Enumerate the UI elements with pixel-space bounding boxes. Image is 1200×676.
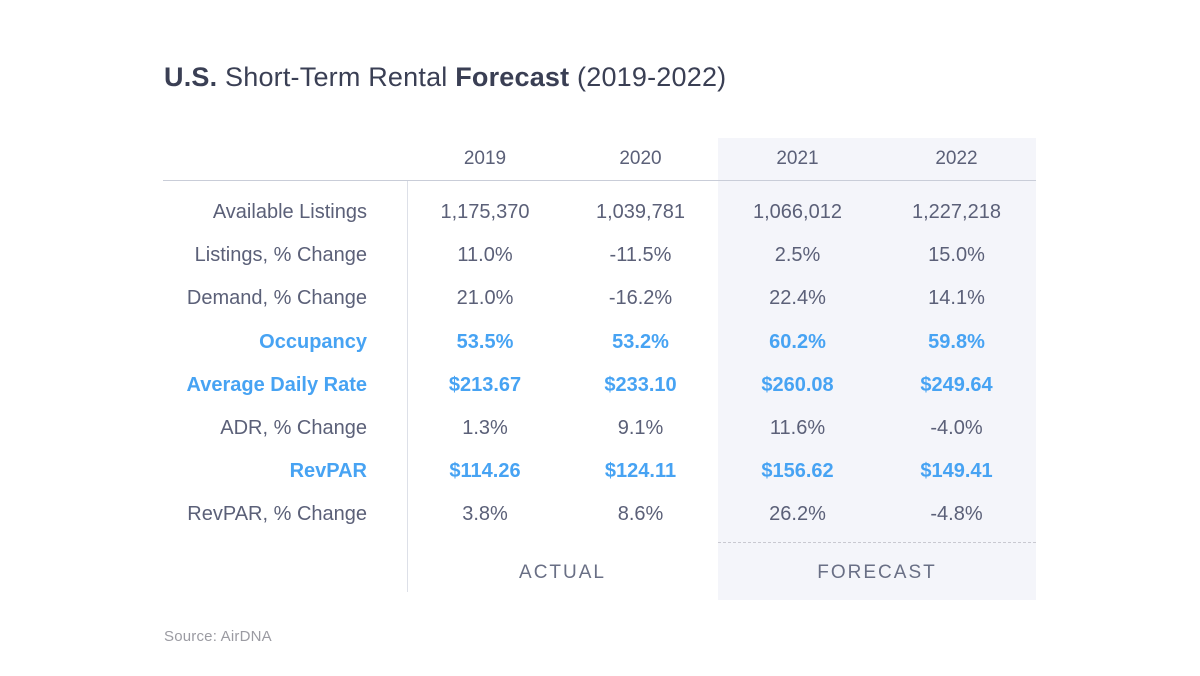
cell-value: $260.08 bbox=[761, 373, 834, 396]
actual-group-label: ACTUAL bbox=[519, 561, 606, 583]
table-row: Demand, % Change 21.0% -16.2% 22.4% 14.1… bbox=[163, 277, 1036, 320]
column-group-footer: ACTUAL FORECAST bbox=[163, 537, 1036, 600]
year-header-2020: 2020 bbox=[619, 148, 662, 169]
cell-value: 1,066,012 bbox=[753, 201, 842, 224]
table-row-emphasized: Occupancy 53.5% 53.2% 60.2% 59.8% bbox=[163, 321, 1036, 364]
row-label: Listings, % Change bbox=[194, 244, 367, 267]
forecast-dashed-divider-line bbox=[718, 542, 1036, 543]
cell-value: 22.4% bbox=[769, 287, 826, 310]
table-row-emphasized: RevPAR $114.26 $124.11 $156.62 $149.41 bbox=[163, 450, 1036, 493]
cell-value: 60.2% bbox=[769, 330, 826, 353]
page-title: U.S. Short-Term Rental Forecast (2019-20… bbox=[164, 62, 726, 93]
header-divider-line bbox=[163, 180, 1036, 181]
cell-value: 1,227,218 bbox=[912, 201, 1001, 224]
cell-value: $233.10 bbox=[604, 373, 677, 396]
cell-value: -4.0% bbox=[930, 417, 983, 440]
cell-value: 2.5% bbox=[774, 244, 821, 267]
cell-value: 59.8% bbox=[928, 330, 985, 353]
cell-value: 1,175,370 bbox=[440, 201, 530, 224]
table-row: Listings, % Change 11.0% -11.5% 2.5% 15.… bbox=[163, 234, 1036, 277]
row-label: Available Listings bbox=[212, 201, 367, 224]
forecast-group-label: FORECAST bbox=[817, 561, 937, 583]
year-header-2019: 2019 bbox=[463, 148, 507, 169]
table-row: RevPAR, % Change 3.8% 8.6% 26.2% -4.8% bbox=[163, 493, 1036, 536]
cell-value: 1.3% bbox=[462, 417, 508, 440]
row-label: Demand, % Change bbox=[186, 287, 367, 310]
cell-value: 8.6% bbox=[617, 503, 664, 526]
cell-value: -11.5% bbox=[609, 244, 672, 267]
forecast-panel-background bbox=[718, 138, 1036, 600]
cell-value: 26.2% bbox=[769, 503, 826, 526]
year-header-2021: 2021 bbox=[776, 148, 819, 169]
cell-value: 11.6% bbox=[769, 417, 826, 440]
row-label: RevPAR bbox=[289, 460, 367, 483]
cell-value: 3.8% bbox=[462, 503, 508, 526]
cell-value: 15.0% bbox=[928, 244, 985, 267]
table-row: ADR, % Change 1.3% 9.1% 11.6% -4.0% bbox=[163, 407, 1036, 450]
cell-value: $124.11 bbox=[604, 460, 677, 483]
title-us: U.S. bbox=[164, 62, 218, 92]
cell-value: 14.1% bbox=[928, 287, 985, 310]
title-years: (2019-2022) bbox=[569, 62, 727, 92]
title-forecast: Forecast bbox=[455, 62, 570, 92]
cell-value: $156.62 bbox=[761, 460, 834, 483]
cell-value: -4.8% bbox=[930, 503, 983, 526]
label-column-divider-line bbox=[407, 181, 408, 592]
cell-value: $114.26 bbox=[449, 460, 521, 483]
year-header-row: 2019 2020 2021 2022 bbox=[163, 138, 1036, 180]
table-body: Available Listings 1,175,370 1,039,781 1… bbox=[163, 191, 1036, 537]
cell-value: 53.2% bbox=[612, 330, 669, 353]
title-middle: Short-Term Rental bbox=[217, 62, 456, 92]
row-label: Occupancy bbox=[259, 330, 367, 353]
cell-value: $249.64 bbox=[920, 373, 993, 396]
row-label: ADR, % Change bbox=[220, 417, 367, 440]
row-label: RevPAR, % Change bbox=[187, 503, 367, 526]
cell-value: $149.41 bbox=[920, 460, 993, 483]
year-header-2022: 2022 bbox=[935, 148, 978, 169]
cell-value: $213.67 bbox=[448, 373, 522, 396]
cell-value: 1,039,781 bbox=[596, 201, 685, 224]
cell-value: 11.0% bbox=[457, 244, 513, 267]
table-row-emphasized: Average Daily Rate $213.67 $233.10 $260.… bbox=[163, 364, 1036, 407]
table-row: Available Listings 1,175,370 1,039,781 1… bbox=[163, 191, 1036, 234]
cell-value: 9.1% bbox=[617, 417, 664, 440]
cell-value: 21.0% bbox=[456, 287, 514, 310]
cell-value: -16.2% bbox=[608, 287, 673, 310]
source-attribution: Source: AirDNA bbox=[164, 628, 272, 645]
row-label: Average Daily Rate bbox=[186, 373, 367, 396]
cell-value: 53.5% bbox=[456, 330, 514, 353]
